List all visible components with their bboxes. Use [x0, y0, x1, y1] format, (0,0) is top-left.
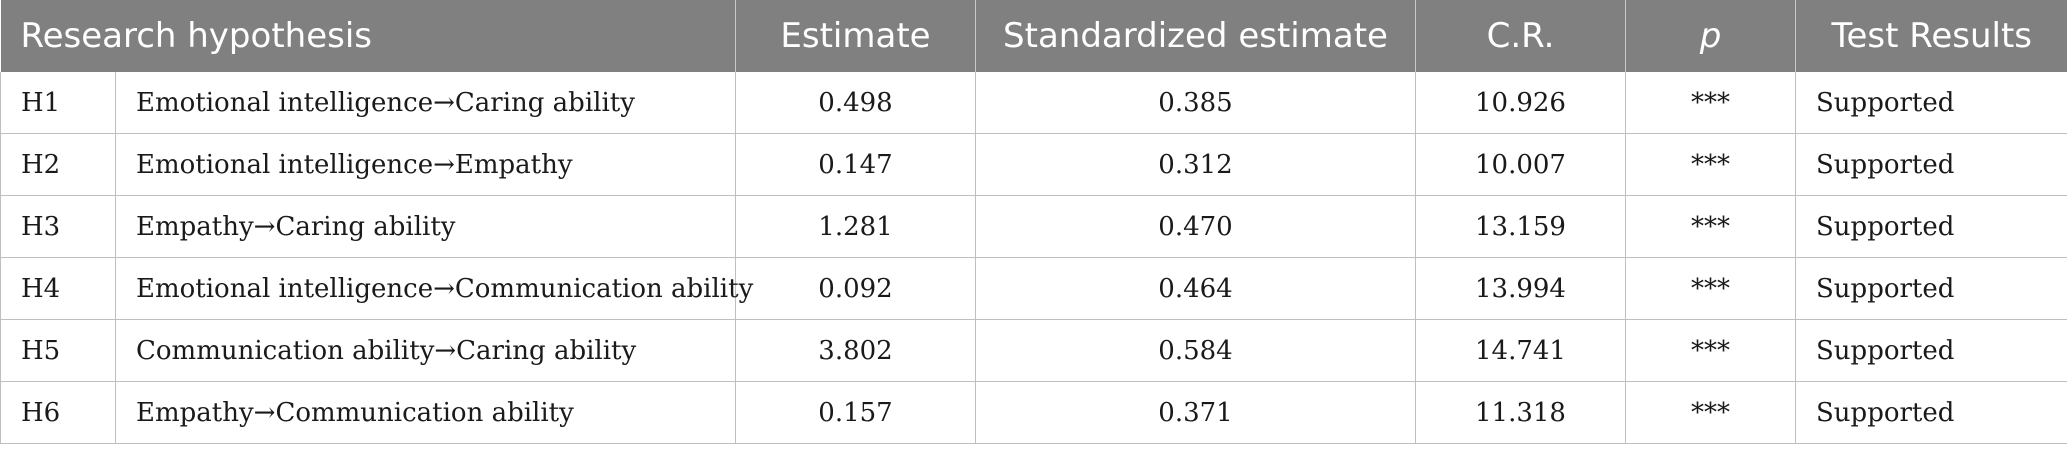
- header-cr: C.R.: [1415, 0, 1626, 72]
- table-row: H4 Emotional intelligence→Communication …: [0, 257, 2067, 320]
- test-result-cell: Supported: [1795, 319, 2067, 382]
- table-row: H2 Emotional intelligence→Empathy 0.147 …: [0, 133, 2067, 196]
- estimate-cell: 0.498: [735, 72, 976, 134]
- table-body: H1 Emotional intelligence→Caring ability…: [0, 72, 2067, 444]
- cr-cell: 13.994: [1415, 257, 1626, 320]
- table-header: Research hypothesis Estimate Standardize…: [0, 0, 2067, 72]
- cr-cell: 14.741: [1415, 319, 1626, 382]
- hypothesis-path: Communication ability→Caring ability: [115, 319, 736, 382]
- hypothesis-path: Empathy→Caring ability: [115, 195, 736, 258]
- table-row: H5 Communication ability→Caring ability …: [0, 319, 2067, 382]
- hypothesis-code: H3: [0, 195, 116, 258]
- header-test-results: Test Results: [1795, 0, 2067, 72]
- estimate-cell: 0.092: [735, 257, 976, 320]
- hypothesis-path: Emotional intelligence→Caring ability: [115, 72, 736, 134]
- standardized-estimate-cell: 0.470: [975, 195, 1416, 258]
- hypothesis-path: Empathy→Communication ability: [115, 381, 736, 444]
- header-research-hypothesis: Research hypothesis: [0, 0, 736, 72]
- estimate-cell: 0.157: [735, 381, 976, 444]
- hypothesis-path: Emotional intelligence→Communication abi…: [115, 257, 753, 320]
- cr-cell: 10.926: [1415, 72, 1626, 134]
- standardized-estimate-cell: 0.312: [975, 133, 1416, 196]
- estimate-cell: 3.802: [735, 319, 976, 382]
- standardized-estimate-cell: 0.371: [975, 381, 1416, 444]
- header-estimate: Estimate: [735, 0, 976, 72]
- estimate-cell: 1.281: [735, 195, 976, 258]
- hypothesis-code: H4: [0, 257, 116, 320]
- p-value-cell: ***: [1625, 133, 1796, 196]
- cr-cell: 10.007: [1415, 133, 1626, 196]
- standardized-estimate-cell: 0.584: [975, 319, 1416, 382]
- p-value-cell: ***: [1625, 72, 1796, 134]
- p-value-cell: ***: [1625, 195, 1796, 258]
- standardized-estimate-cell: 0.464: [975, 257, 1416, 320]
- hypothesis-code: H5: [0, 319, 116, 382]
- hypothesis-code: H1: [0, 72, 116, 134]
- header-standardized-estimate: Standardized estimate: [975, 0, 1416, 72]
- hypothesis-code: H6: [0, 381, 116, 444]
- cr-cell: 11.318: [1415, 381, 1626, 444]
- hypothesis-path: Emotional intelligence→Empathy: [115, 133, 736, 196]
- hypothesis-results-table: Research hypothesis Estimate Standardize…: [0, 0, 2067, 444]
- p-value-cell: ***: [1625, 381, 1796, 444]
- estimate-cell: 0.147: [735, 133, 976, 196]
- p-value-cell: ***: [1625, 257, 1796, 320]
- test-result-cell: Supported: [1795, 195, 2067, 258]
- table-row: H3 Empathy→Caring ability 1.281 0.470 13…: [0, 195, 2067, 258]
- test-result-cell: Supported: [1795, 133, 2067, 196]
- test-result-cell: Supported: [1795, 72, 2067, 134]
- table-row: H6 Empathy→Communication ability 0.157 0…: [0, 381, 2067, 444]
- hypothesis-code: H2: [0, 133, 116, 196]
- standardized-estimate-cell: 0.385: [975, 72, 1416, 134]
- p-value-cell: ***: [1625, 319, 1796, 382]
- header-p-value: p: [1625, 0, 1796, 72]
- test-result-cell: Supported: [1795, 381, 2067, 444]
- header-row: Research hypothesis Estimate Standardize…: [0, 0, 2067, 72]
- cr-cell: 13.159: [1415, 195, 1626, 258]
- test-result-cell: Supported: [1795, 257, 2067, 320]
- table-row: H1 Emotional intelligence→Caring ability…: [0, 72, 2067, 134]
